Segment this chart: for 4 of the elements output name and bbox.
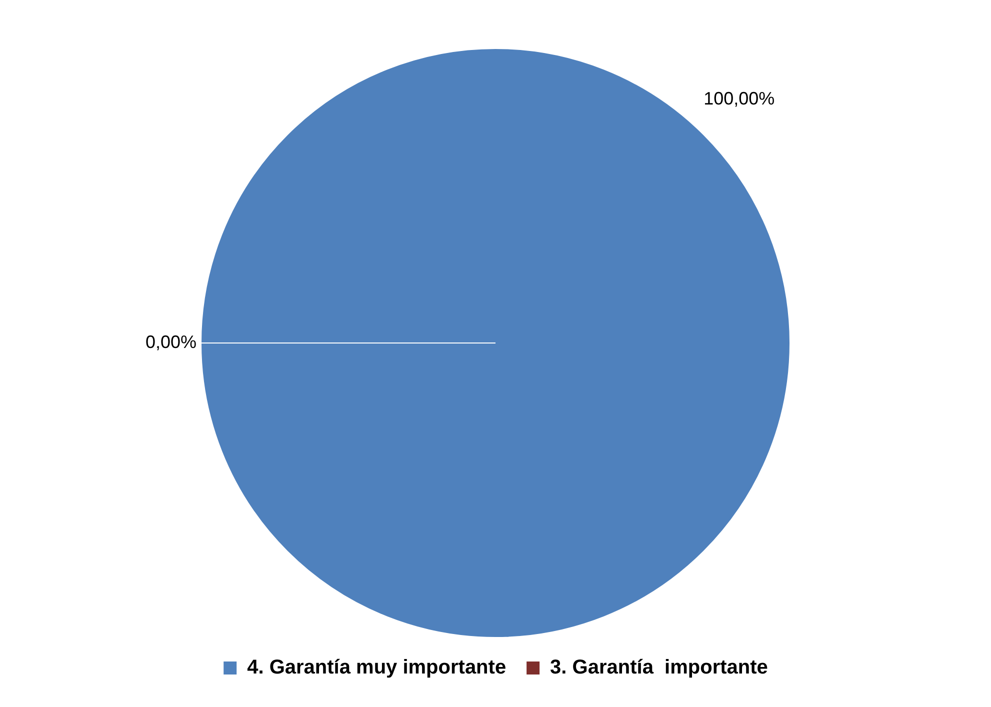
data-label: 100,00% xyxy=(704,88,775,108)
text: 0,00% xyxy=(145,332,197,352)
legend-label: 3. Garantía importante xyxy=(550,656,768,679)
legend-label: 4. Garantía muy importante xyxy=(247,656,506,679)
